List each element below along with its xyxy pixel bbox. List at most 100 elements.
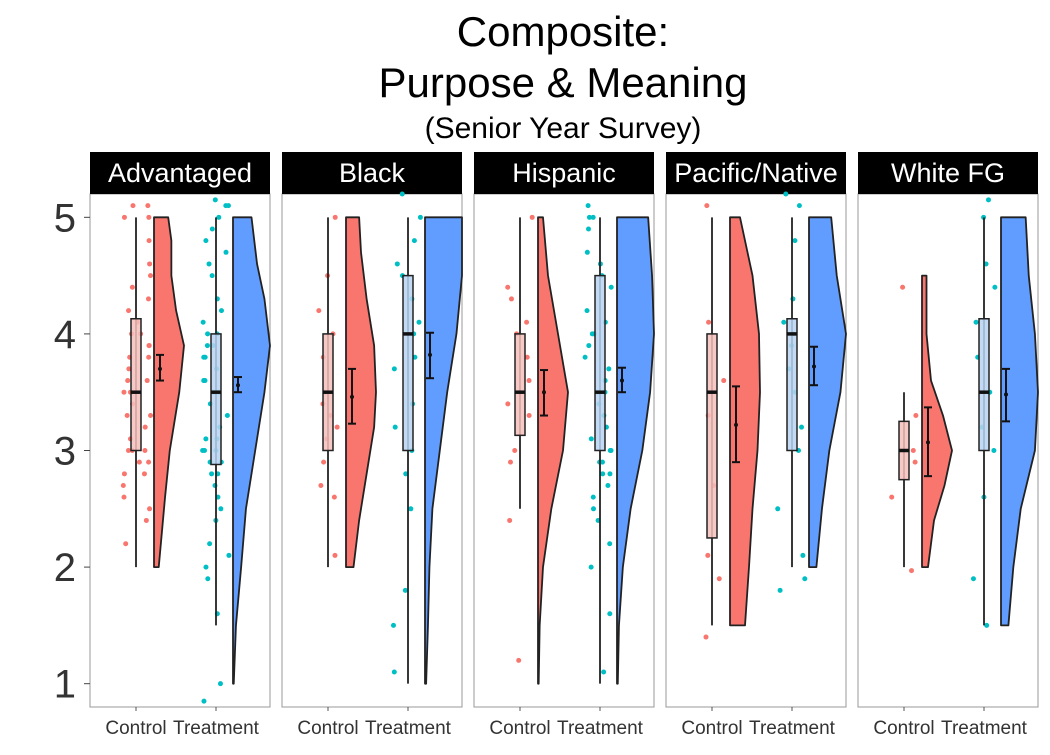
data-point bbox=[146, 354, 152, 360]
data-point bbox=[590, 506, 596, 512]
data-point bbox=[332, 214, 338, 220]
data-point bbox=[909, 568, 915, 574]
data-point bbox=[391, 366, 397, 372]
data-point bbox=[703, 634, 709, 640]
density-half-violin bbox=[729, 216, 761, 627]
data-point bbox=[910, 448, 916, 453]
data-point bbox=[145, 296, 151, 302]
data-point bbox=[124, 413, 130, 419]
data-point bbox=[781, 319, 787, 325]
x-tick-label: Control bbox=[297, 718, 358, 739]
data-point bbox=[212, 197, 218, 203]
data-point bbox=[223, 249, 229, 255]
mean-point bbox=[158, 366, 162, 371]
data-point bbox=[207, 541, 213, 547]
data-point bbox=[146, 343, 152, 349]
data-point bbox=[505, 401, 511, 407]
box-iqr bbox=[514, 333, 526, 437]
data-point bbox=[508, 296, 514, 302]
data-point bbox=[146, 214, 152, 220]
facet-strip bbox=[90, 152, 270, 194]
facet-strip-label: Black bbox=[339, 158, 406, 188]
facet-panel: Black Control Treatment bbox=[281, 152, 463, 739]
box-iqr bbox=[594, 274, 606, 452]
data-point bbox=[607, 471, 613, 477]
data-point bbox=[203, 436, 209, 442]
data-point bbox=[408, 506, 414, 512]
data-point bbox=[145, 203, 151, 209]
chart-title-line2: Purpose & Meaning bbox=[379, 59, 748, 106]
group-control bbox=[703, 203, 761, 640]
data-point bbox=[200, 319, 206, 325]
data-point bbox=[120, 482, 126, 488]
data-point bbox=[130, 203, 136, 209]
facet-strip-label: Hispanic bbox=[512, 158, 616, 188]
density-half-violin bbox=[345, 216, 377, 568]
data-point bbox=[970, 576, 976, 582]
data-point bbox=[585, 203, 591, 209]
data-point bbox=[402, 587, 408, 593]
data-point bbox=[590, 214, 596, 220]
group-control bbox=[889, 274, 953, 574]
facet-strip bbox=[858, 152, 1038, 194]
data-point bbox=[783, 191, 789, 197]
chart-title: Composite: bbox=[457, 8, 669, 55]
data-point bbox=[607, 541, 613, 547]
facet-strip bbox=[282, 152, 462, 194]
data-point bbox=[606, 366, 612, 372]
data-point bbox=[148, 413, 154, 419]
mean-point bbox=[350, 394, 354, 399]
mean-point bbox=[734, 422, 738, 427]
data-point bbox=[582, 354, 588, 360]
data-point bbox=[802, 576, 808, 582]
data-point bbox=[201, 698, 207, 704]
data-point bbox=[991, 448, 997, 453]
data-point bbox=[316, 308, 322, 314]
mean-point bbox=[620, 378, 624, 383]
data-point bbox=[505, 284, 511, 290]
facet-strip bbox=[666, 152, 846, 194]
data-point bbox=[144, 378, 150, 384]
data-point bbox=[147, 261, 153, 267]
mean-point bbox=[542, 390, 546, 395]
data-point bbox=[507, 517, 513, 523]
group-control bbox=[316, 214, 377, 568]
data-point bbox=[200, 448, 206, 453]
facet-strip-label: Advantaged bbox=[108, 158, 252, 188]
data-point bbox=[146, 238, 152, 244]
data-point bbox=[721, 378, 727, 384]
data-point bbox=[202, 354, 208, 360]
facet-panel: White FG Control Treatment bbox=[857, 152, 1039, 739]
box-iqr bbox=[786, 318, 798, 452]
data-point bbox=[141, 471, 147, 477]
data-point bbox=[209, 471, 215, 477]
density-half-violin bbox=[1000, 216, 1039, 627]
data-point bbox=[600, 471, 606, 477]
facet-strip bbox=[474, 152, 654, 194]
data-point bbox=[584, 249, 590, 255]
data-point bbox=[586, 343, 592, 349]
mean-point bbox=[1004, 392, 1008, 397]
mean-point bbox=[428, 352, 432, 357]
mean-point bbox=[236, 383, 240, 388]
chart-subtitle: (Senior Year Survey) bbox=[425, 112, 702, 145]
x-tick-label: Treatment bbox=[557, 718, 644, 739]
y-tick-label: 1 bbox=[54, 663, 76, 707]
data-point bbox=[123, 541, 129, 547]
density-half-violin bbox=[153, 216, 185, 568]
data-point bbox=[775, 506, 781, 512]
data-point bbox=[225, 203, 231, 209]
data-point bbox=[126, 366, 132, 372]
data-point bbox=[586, 226, 592, 232]
data-point bbox=[148, 273, 154, 279]
data-point bbox=[125, 448, 131, 453]
data-point bbox=[588, 564, 594, 570]
x-tick-label: Treatment bbox=[365, 718, 452, 739]
data-point bbox=[146, 459, 152, 465]
x-tick-label: Control bbox=[105, 718, 166, 739]
y-tick-label: 4 bbox=[54, 313, 76, 357]
data-point bbox=[973, 319, 979, 325]
data-point bbox=[416, 319, 422, 325]
data-point bbox=[704, 203, 710, 209]
